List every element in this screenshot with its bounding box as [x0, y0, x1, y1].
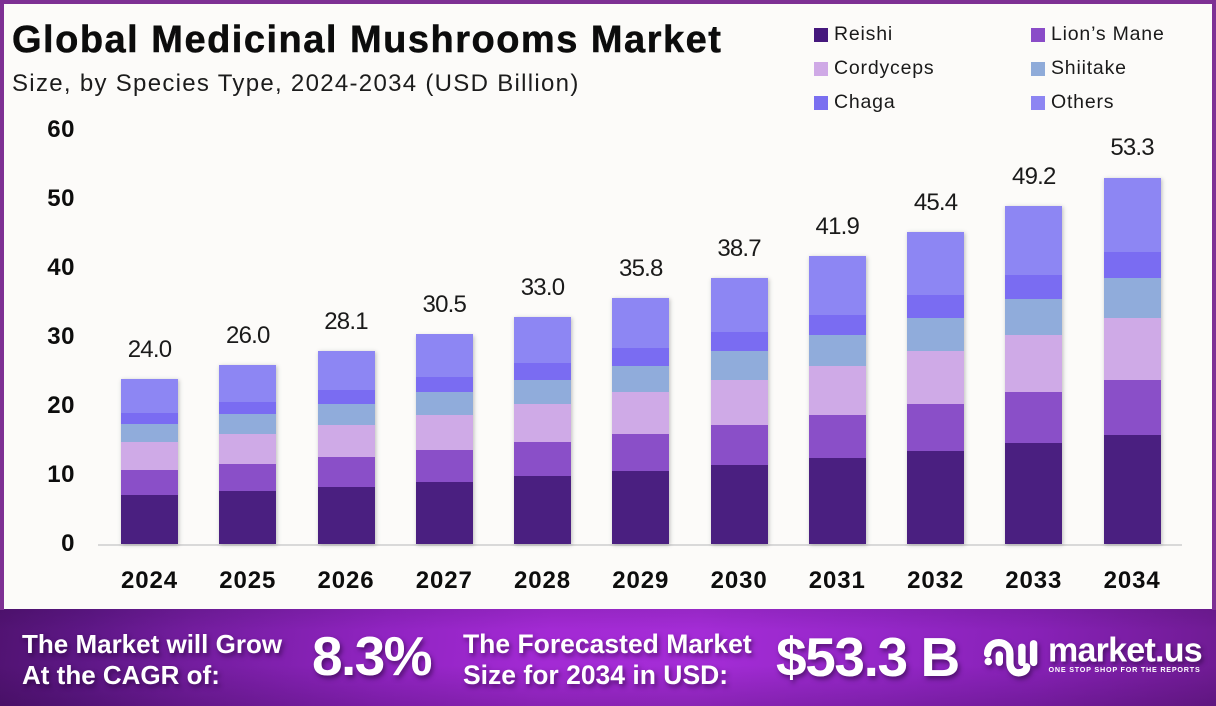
svg-text:ONE STOP SHOP FOR THE REPORTS: ONE STOP SHOP FOR THE REPORTS [1049, 665, 1201, 674]
svg-text:market.us: market.us [1048, 635, 1202, 670]
